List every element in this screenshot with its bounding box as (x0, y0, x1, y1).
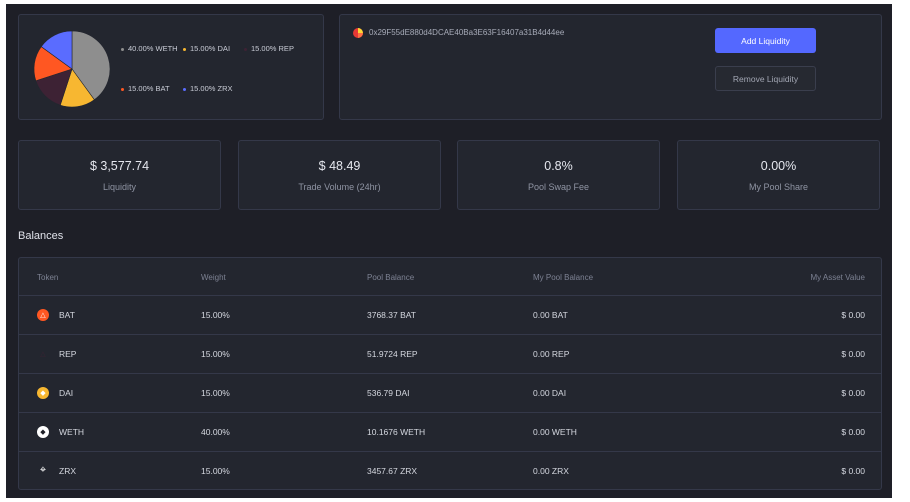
weth-icon: ◆ (37, 425, 49, 438)
pool-balance-cell: 536.79 DAI (367, 387, 410, 398)
my-asset-value-cell: $ 0.00 (841, 465, 865, 476)
table-row: ◆ DAI 15.00% 536.79 DAI 0.00 DAI $ 0.00 (19, 373, 881, 411)
stat-value: 0.8% (544, 159, 573, 173)
token-cell: △ BAT (37, 296, 75, 333)
legend-label: 15.00% ZRX (190, 84, 233, 93)
my-asset-value-cell: $ 0.00 (841, 387, 865, 398)
stat-value: 0.00% (760, 159, 797, 173)
legend-dai: 15.00% DAI (183, 44, 230, 53)
stat-liquidity: $ 3,577.74 Liquidity (18, 140, 221, 210)
pool-page: 40.00% WETH 15.00% DAI 15.00% REP 15.00%… (6, 4, 892, 498)
legend-zrx: 15.00% ZRX (183, 84, 233, 93)
legend-label: 15.00% DAI (190, 44, 231, 53)
token-symbol: DAI (59, 387, 74, 398)
token-cell: ◆ DAI (37, 374, 73, 411)
composition-panel: 40.00% WETH 15.00% DAI 15.00% REP 15.00%… (18, 14, 324, 120)
rep-icon: △ (40, 350, 46, 358)
dai-icon: ◆ (37, 386, 49, 399)
stat-label: Pool Swap Fee (527, 182, 590, 192)
weight-cell: 15.00% (201, 465, 230, 476)
stat-trade-volume: $ 48.49 Trade Volume (24hr) (238, 140, 441, 210)
my-pool-balance-cell: 0.00 REP (533, 348, 570, 359)
balances-heading: Balances (18, 230, 64, 242)
weight-cell: 40.00% (201, 426, 230, 437)
my-pool-balance-cell: 0.00 ZRX (533, 465, 569, 476)
token-cell: △ REP (37, 335, 76, 372)
balances-table: Token Weight Pool Balance My Pool Balanc… (18, 257, 882, 490)
table-row: △ REP 15.00% 51.9724 REP 0.00 REP $ 0.00 (19, 334, 881, 372)
token-symbol: WETH (59, 426, 85, 437)
stat-pool-share: 0.00% My Pool Share (677, 140, 880, 210)
my-pool-balance-cell: 0.00 BAT (533, 309, 568, 320)
bat-icon: △ (37, 308, 49, 321)
header-my-asset-value: My Asset Value (810, 272, 865, 282)
stat-label: Liquidity (102, 182, 137, 192)
header-pool-balance: Pool Balance (367, 272, 415, 282)
stat-label: Trade Volume (24hr) (298, 182, 381, 192)
stat-value: $ 48.49 (318, 159, 361, 173)
pie-slice-weth (71, 30, 111, 101)
legend-rep: 15.00% REP (244, 44, 294, 53)
pool-balance-cell: 3457.67 ZRX (367, 465, 418, 476)
token-cell: ⌖ ZRX (37, 452, 76, 489)
zrx-icon: ⌖ (39, 464, 47, 476)
legend-label: 40.00% WETH (128, 44, 178, 53)
pool-logo-icon (353, 28, 363, 38)
legend-label: 15.00% REP (251, 44, 294, 53)
my-asset-value-cell: $ 0.00 (841, 348, 865, 359)
stat-value: $ 3,577.74 (89, 159, 150, 173)
legend-label: 15.00% BAT (128, 84, 170, 93)
token-symbol: REP (59, 348, 77, 359)
my-asset-value-cell: $ 0.00 (841, 309, 865, 320)
header-weight: Weight (201, 272, 226, 282)
legend-weth: 40.00% WETH (121, 44, 178, 53)
stat-label: My Pool Share (748, 182, 809, 192)
add-liquidity-button[interactable]: Add Liquidity (715, 28, 816, 53)
remove-liquidity-button[interactable]: Remove Liquidity (715, 66, 816, 91)
token-symbol: BAT (59, 309, 75, 320)
table-row: ◆ WETH 40.00% 10.1676 WETH 0.00 WETH $ 0.… (19, 412, 881, 450)
my-pool-balance-cell: 0.00 DAI (533, 387, 567, 398)
weight-cell: 15.00% (201, 348, 230, 359)
pool-info-panel: 0x29F55dE880d4DCAE40Ba3E63F16407a31B4d44… (339, 14, 882, 120)
table-row: ⌖ ZRX 15.00% 3457.67 ZRX 0.00 ZRX $ 0.00 (19, 451, 881, 489)
weight-cell: 15.00% (201, 309, 230, 320)
pool-balance-cell: 3768.37 BAT (367, 309, 416, 320)
table-row: △ BAT 15.00% 3768.37 BAT 0.00 BAT $ 0.00 (19, 295, 881, 333)
weight-cell: 15.00% (201, 387, 230, 398)
pool-address[interactable]: 0x29F55dE880d4DCAE40Ba3E63F16407a31B4d44… (369, 28, 565, 37)
pool-balance-cell: 51.9724 REP (367, 348, 418, 359)
my-pool-balance-cell: 0.00 WETH (533, 426, 577, 437)
my-asset-value-cell: $ 0.00 (841, 426, 865, 437)
stat-swap-fee: 0.8% Pool Swap Fee (457, 140, 660, 210)
header-token: Token (37, 272, 59, 282)
pool-balance-cell: 10.1676 WETH (367, 426, 426, 437)
table-header: Token Weight Pool Balance My Pool Balanc… (19, 258, 881, 296)
header-my-pool-balance: My Pool Balance (533, 272, 594, 282)
token-symbol: ZRX (59, 465, 76, 476)
composition-pie-chart (33, 30, 111, 108)
pie-slice-zrx (40, 30, 73, 70)
token-cell: ◆ WETH (37, 413, 84, 450)
legend-bat: 15.00% BAT (121, 84, 170, 93)
